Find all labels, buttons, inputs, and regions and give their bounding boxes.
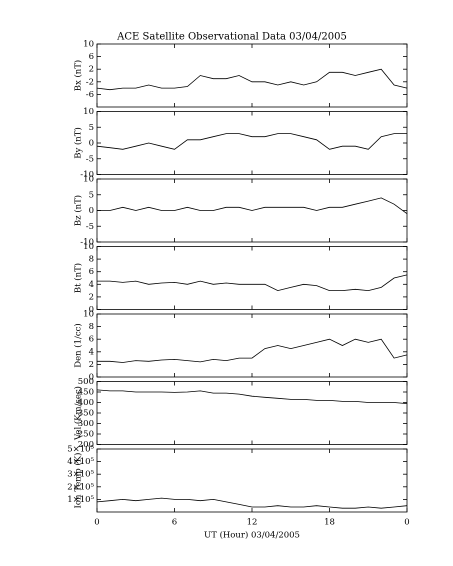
y-tick-label: 400 [78, 398, 94, 408]
panel-frame [96, 313, 408, 378]
y-tick-label: 1×10⁵ [67, 495, 94, 505]
x-tick-label: 0 [404, 518, 409, 528]
y-tick-label: 2 [89, 360, 94, 370]
y-tick-label: 500 [78, 377, 94, 387]
y-tick-label: -2 [86, 77, 94, 87]
y-axis-label: Bx (nT) [73, 60, 84, 92]
y-tick-label: -5 [86, 154, 94, 164]
y-tick-label: 2 [89, 65, 94, 75]
y-tick-label: 2×10⁵ [67, 482, 94, 492]
data-line [97, 338, 408, 363]
data-line [97, 197, 408, 215]
y-tick-label: 10 [83, 107, 94, 117]
y-tick-label: 4 [89, 280, 94, 290]
y-tick-label: 450 [78, 388, 94, 398]
y-axis-label: By (nT) [73, 127, 84, 159]
y-tick-label: 250 [78, 430, 94, 440]
data-line [96, 133, 407, 150]
data-line [96, 68, 408, 91]
y-axis-label: Vel (Km/sec) [73, 386, 84, 441]
y-tick-label: 0 [89, 206, 94, 216]
panel-frame [96, 111, 408, 175]
y-tick-label: 10 [83, 175, 94, 185]
x-axis-label: UT (Hour) 03/04/2005 [204, 530, 300, 541]
y-tick-label: 4 [89, 347, 94, 357]
y-tick-label: 5×10⁵ [67, 445, 94, 455]
y-tick-label: 8 [89, 322, 94, 332]
y-tick-label: -5 [86, 222, 94, 232]
y-tick-label: -6 [86, 90, 94, 100]
x-tick-label: 12 [247, 518, 258, 528]
y-tick-label: 6 [89, 335, 94, 345]
y-tick-label: 350 [78, 409, 94, 419]
y-tick-label: -10 [80, 238, 94, 248]
data-line [96, 389, 408, 404]
y-tick-label: 3×10⁵ [67, 470, 94, 480]
y-tick-label: 5 [89, 190, 94, 200]
y-tick-label: 0 [89, 305, 94, 315]
y-tick-label: 10 [83, 242, 94, 252]
data-line [97, 274, 408, 292]
y-tick-label: 200 [78, 440, 94, 450]
x-tick-label: 6 [172, 518, 177, 528]
x-tick-label: 18 [324, 518, 335, 528]
panel-frame [96, 246, 408, 310]
y-tick-label: 0 [89, 373, 94, 383]
y-tick-label: 4×10⁵ [67, 457, 94, 467]
y-tick-label: -10 [80, 170, 94, 180]
y-tick-label: 5 [89, 123, 94, 133]
y-tick-label: 300 [78, 419, 94, 429]
y-tick-label: 6 [89, 267, 94, 277]
y-tick-label: 8 [89, 255, 94, 265]
panel-frame [96, 43, 408, 108]
y-axis-label: Ion Temp (K) [73, 453, 84, 509]
x-tick-label: 0 [94, 518, 99, 528]
chart-title: ACE Satellite Observational Data 03/04/2… [116, 32, 347, 43]
panel-frame [96, 448, 408, 513]
y-tick-label: 6 [89, 52, 94, 62]
data-line [96, 497, 408, 509]
panel-frame [96, 381, 408, 445]
y-axis-label: Bz (nT) [73, 195, 84, 226]
y-tick-label: 10 [83, 310, 94, 320]
y-tick-label: 2 [89, 292, 94, 302]
y-tick-label: 0 [89, 139, 94, 149]
y-tick-label: 10 [83, 40, 94, 50]
y-axis-label: Bt (nT) [73, 263, 84, 293]
y-axis-label: Den (1/cc) [73, 323, 84, 367]
